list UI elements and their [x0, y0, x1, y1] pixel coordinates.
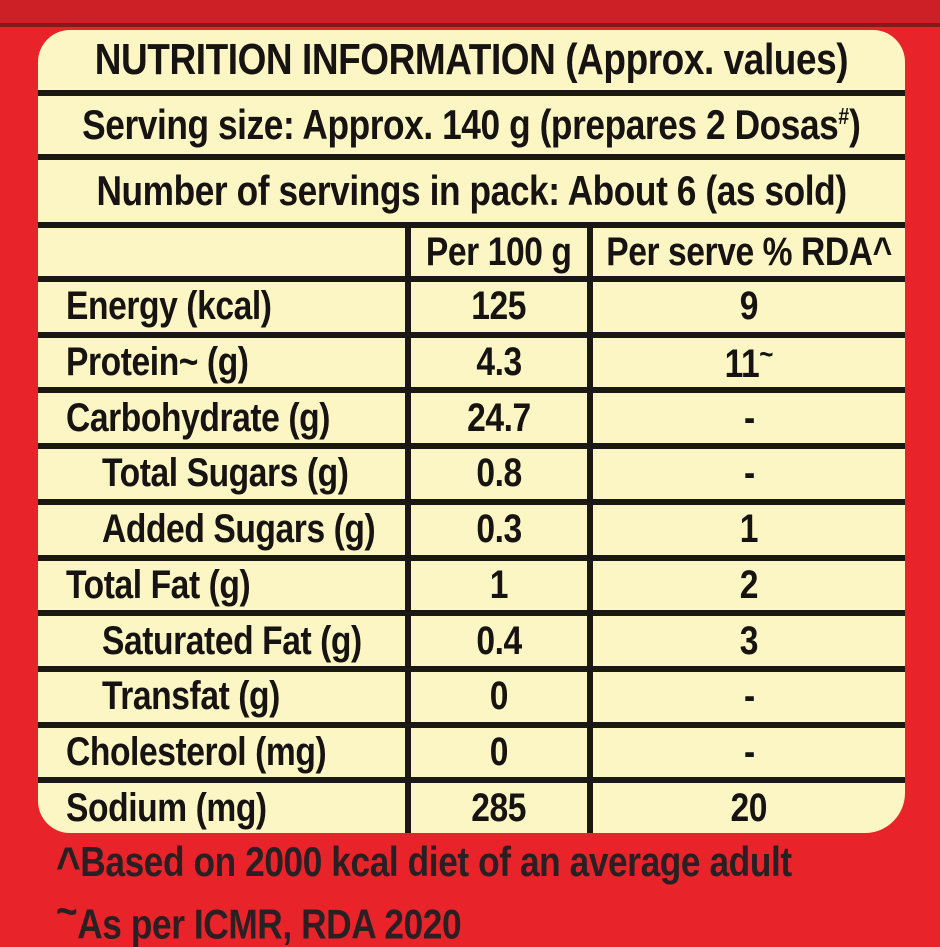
table-row: Sodium (mg) 285 20: [38, 777, 905, 833]
nutrient-label-cell: Transfat (g): [38, 672, 405, 722]
panel-title: NUTRITION INFORMATION (Approx. values): [94, 35, 849, 84]
per-100g-value: 0.3: [476, 507, 522, 552]
nutrient-label-cell: Protein~ (g): [38, 338, 405, 388]
nutrient-label-cell: Saturated Fat (g): [38, 616, 405, 666]
nutrient-label-cell: Energy (kcal): [38, 282, 405, 332]
per-serve-rda-value-cell: 20: [587, 783, 905, 833]
per-serve-rda-value: -: [743, 729, 755, 774]
per-100g-value-cell: 4.3: [405, 337, 587, 388]
per-serve-rda-value: 11~: [724, 338, 774, 386]
table-row: Cholesterol (mg) 0 -: [38, 721, 905, 778]
per-100g-value: 4.3: [476, 340, 522, 385]
per-serve-rda-value-cell: -: [587, 727, 905, 778]
nutrient-label-cell: Carbohydrate (g): [38, 393, 405, 443]
table-row: Total Fat (g) 1 2: [38, 554, 905, 611]
nutrient-label-cell: Total Fat (g): [38, 561, 405, 611]
per-serve-rda-value: 3: [739, 618, 759, 663]
panel-title-row: NUTRITION INFORMATION (Approx. values): [38, 30, 905, 90]
nutrient-label: Sodium (mg): [66, 785, 267, 830]
per-serve-rda-value-cell: 3: [587, 616, 905, 666]
table-row: Carbohydrate (g) 24.7 -: [38, 387, 905, 444]
footnote-icmr: ~As per ICMR, RDA 2020: [56, 887, 462, 947]
nutrient-label-cell: Added Sugars (g): [38, 505, 405, 555]
nutrient-label: Energy (kcal): [66, 284, 272, 329]
table-row: Transfat (g) 0 -: [38, 665, 905, 722]
per-100g-value-cell: 0: [405, 727, 587, 778]
nutrient-label: Total Sugars (g): [102, 451, 349, 496]
servings-in-pack-row: Number of servings in pack: About 6 (as …: [38, 154, 905, 222]
nutrition-panel: NUTRITION INFORMATION (Approx. values) S…: [38, 30, 905, 833]
table-row: Protein~ (g) 4.3 11~: [38, 331, 905, 388]
table-row: Added Sugars (g) 0.3 1: [38, 498, 905, 555]
header-per-serve-rda: Per serve % RDA^: [587, 228, 905, 276]
per-100g-value: 1: [489, 562, 509, 607]
per-100g-value-cell: 125: [405, 282, 587, 332]
per-serve-rda-value: 1: [739, 507, 759, 552]
per-serve-rda-value-cell: -: [587, 671, 905, 722]
per-100g-value-cell: 0.8: [405, 449, 587, 499]
per-serve-rda-value-cell: 9: [587, 282, 905, 332]
per-serve-rda-value-cell: 11~: [587, 337, 905, 388]
nutrient-label: Saturated Fat (g): [102, 618, 362, 663]
package-top-band: [0, 0, 940, 27]
per-100g-value: 125: [471, 284, 527, 329]
per-serve-rda-value-cell: -: [587, 449, 905, 499]
serving-size-text: Serving size: Approx. 140 g (prepares 2 …: [82, 101, 861, 148]
header-per-100g: Per 100 g: [405, 228, 587, 276]
caret-marker: ^: [56, 836, 81, 894]
per-100g-value-cell: 0.4: [405, 616, 587, 666]
per-100g-value-cell: 0.3: [405, 504, 587, 555]
table-header-row: Per 100 g Per serve % RDA^: [38, 222, 905, 276]
table-row: Saturated Fat (g) 0.4 3: [38, 610, 905, 666]
per-100g-value: 285: [471, 785, 527, 830]
per-serve-rda-value-cell: 2: [587, 560, 905, 611]
nutrient-label-cell: Sodium (mg): [38, 783, 405, 833]
per-serve-rda-value: 2: [739, 562, 759, 607]
per-serve-rda-value: -: [743, 674, 755, 719]
servings-in-pack-text: Number of servings in pack: About 6 (as …: [96, 167, 847, 214]
per-serve-rda-value-cell: -: [587, 393, 905, 444]
nutrient-label: Protein~ (g): [66, 340, 249, 385]
per-serve-rda-value: 20: [730, 785, 768, 830]
nutrient-label: Added Sugars (g): [102, 507, 376, 552]
footnotes: ^Based on 2000 kcal diet of an average a…: [56, 838, 916, 947]
nutrient-label: Total Fat (g): [66, 562, 251, 607]
per-100g-value: 0.8: [476, 451, 522, 496]
footnote-rda-basis: ^Based on 2000 kcal diet of an average a…: [56, 836, 792, 894]
nutrient-label: Carbohydrate (g): [66, 395, 330, 440]
table-row: Energy (kcal) 125 9: [38, 276, 905, 332]
header-blank-cell: [38, 228, 405, 276]
per-100g-value-cell: 24.7: [405, 393, 587, 444]
serving-size-row: Serving size: Approx. 140 g (prepares 2 …: [38, 90, 905, 154]
per-serve-rda-value: -: [743, 395, 755, 440]
per-100g-value: 0: [489, 674, 509, 719]
per-100g-value: 0.4: [476, 618, 522, 663]
nutrient-label-cell: Cholesterol (mg): [38, 728, 405, 778]
per-100g-value: 24.7: [467, 395, 531, 440]
table-row: Total Sugars (g) 0.8 -: [38, 443, 905, 499]
per-serve-rda-value: 9: [739, 284, 759, 329]
per-serve-rda-value: -: [743, 451, 755, 496]
nutrient-label-cell: Total Sugars (g): [38, 449, 405, 499]
per-100g-value: 0: [489, 729, 509, 774]
tilde-marker: ~: [56, 887, 78, 937]
serving-size-superscript: #: [838, 103, 850, 129]
nutrient-label: Cholesterol (mg): [66, 729, 327, 774]
nutrient-label: Transfat (g): [102, 674, 280, 719]
per-serve-rda-value-cell: 1: [587, 504, 905, 555]
per-100g-value-cell: 0: [405, 671, 587, 722]
per-100g-value-cell: 285: [405, 783, 587, 833]
per-100g-value-cell: 1: [405, 560, 587, 611]
